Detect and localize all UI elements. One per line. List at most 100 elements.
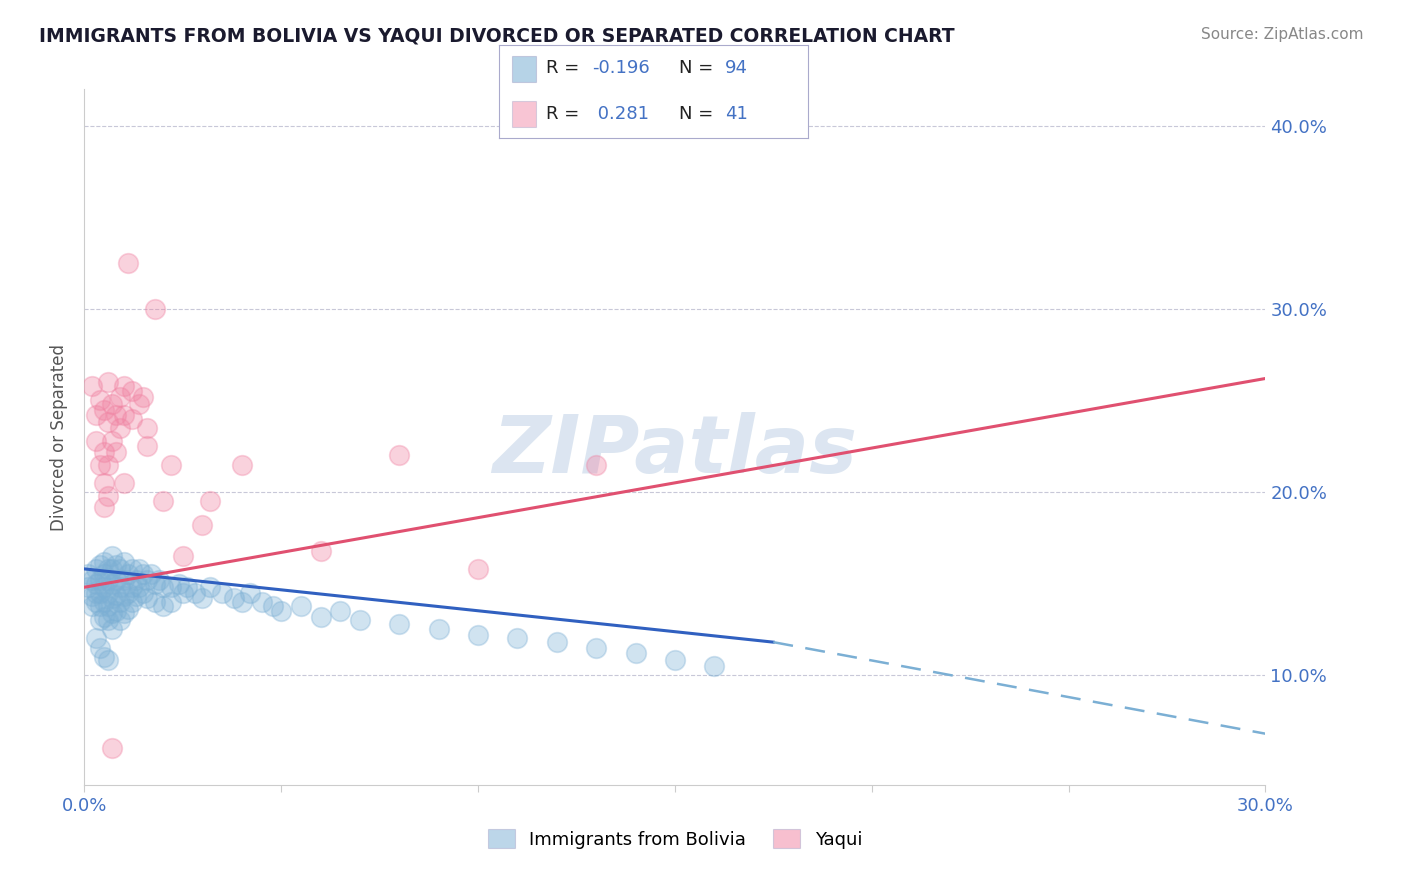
Point [84, 595, 107, 609]
Point [84, 562, 107, 576]
Point [97, 653, 120, 667]
Point [160, 595, 183, 609]
Point [211, 585, 233, 599]
Text: R =: R = [546, 60, 585, 78]
Point [101, 562, 124, 576]
Point [97, 458, 120, 472]
Point [77, 567, 100, 582]
Point [388, 616, 411, 631]
Text: ZIPatlas: ZIPatlas [492, 412, 858, 490]
Legend: Immigrants from Bolivia, Yaqui: Immigrants from Bolivia, Yaqui [481, 822, 869, 856]
Point [176, 580, 198, 594]
Point [112, 555, 135, 569]
Point [89, 558, 111, 573]
Point [427, 623, 450, 637]
Point [239, 585, 262, 599]
Point [93, 567, 115, 582]
Point [290, 599, 312, 613]
Point [585, 640, 607, 655]
Point [467, 628, 489, 642]
Point [89, 613, 111, 627]
Text: R =: R = [546, 105, 585, 123]
Point [97, 585, 120, 599]
Text: N =: N = [679, 60, 718, 78]
Point [84, 632, 107, 646]
Point [703, 659, 725, 673]
Point [349, 613, 371, 627]
Point [200, 494, 222, 508]
Point [101, 576, 124, 591]
Point [467, 562, 489, 576]
Point [82, 573, 104, 587]
Point [84, 576, 107, 591]
Point [93, 595, 115, 609]
Point [112, 590, 135, 604]
Point [104, 573, 127, 587]
Point [132, 390, 155, 404]
Point [84, 434, 107, 448]
FancyBboxPatch shape [512, 56, 536, 82]
Point [104, 408, 127, 422]
Point [117, 256, 139, 270]
Point [112, 379, 135, 393]
Point [121, 384, 143, 399]
Point [143, 595, 166, 609]
Point [104, 588, 127, 602]
Point [160, 580, 183, 594]
Point [97, 416, 120, 430]
Point [101, 606, 124, 620]
Point [104, 558, 127, 573]
Point [128, 562, 150, 576]
Text: 41: 41 [725, 105, 748, 123]
Text: IMMIGRANTS FROM BOLIVIA VS YAQUI DIVORCED OR SEPARATED CORRELATION CHART: IMMIGRANTS FROM BOLIVIA VS YAQUI DIVORCE… [39, 27, 955, 45]
Point [97, 562, 120, 576]
Point [101, 434, 124, 448]
Point [101, 591, 124, 606]
Point [93, 402, 115, 417]
Point [172, 585, 194, 599]
Point [124, 573, 146, 587]
Point [231, 595, 253, 609]
Point [141, 567, 163, 582]
Point [200, 580, 222, 594]
Point [128, 397, 150, 411]
Point [124, 590, 146, 604]
Point [262, 599, 284, 613]
Point [121, 580, 143, 594]
Point [108, 421, 131, 435]
Point [152, 599, 174, 613]
Point [93, 555, 115, 569]
Point [93, 475, 115, 490]
Point [329, 604, 352, 618]
Point [148, 573, 170, 587]
Point [82, 590, 104, 604]
Point [506, 632, 529, 646]
Point [231, 458, 253, 472]
Point [152, 494, 174, 508]
Point [97, 489, 120, 503]
Point [82, 379, 104, 393]
Point [84, 408, 107, 422]
Point [104, 604, 127, 618]
Point [664, 653, 686, 667]
Point [89, 640, 111, 655]
Point [136, 591, 159, 606]
FancyBboxPatch shape [512, 101, 536, 127]
Point [93, 609, 115, 624]
Point [108, 613, 131, 627]
Y-axis label: Divorced or Separated: Divorced or Separated [51, 343, 69, 531]
Point [93, 500, 115, 514]
Point [89, 585, 111, 599]
Point [97, 375, 120, 389]
Point [108, 580, 131, 594]
Point [132, 567, 155, 582]
Text: Source: ZipAtlas.com: Source: ZipAtlas.com [1201, 27, 1364, 42]
Point [112, 475, 135, 490]
Point [143, 301, 166, 316]
Point [121, 562, 143, 576]
Point [108, 595, 131, 609]
Point [97, 599, 120, 613]
Point [93, 444, 115, 458]
Point [121, 411, 143, 425]
Point [89, 573, 111, 587]
